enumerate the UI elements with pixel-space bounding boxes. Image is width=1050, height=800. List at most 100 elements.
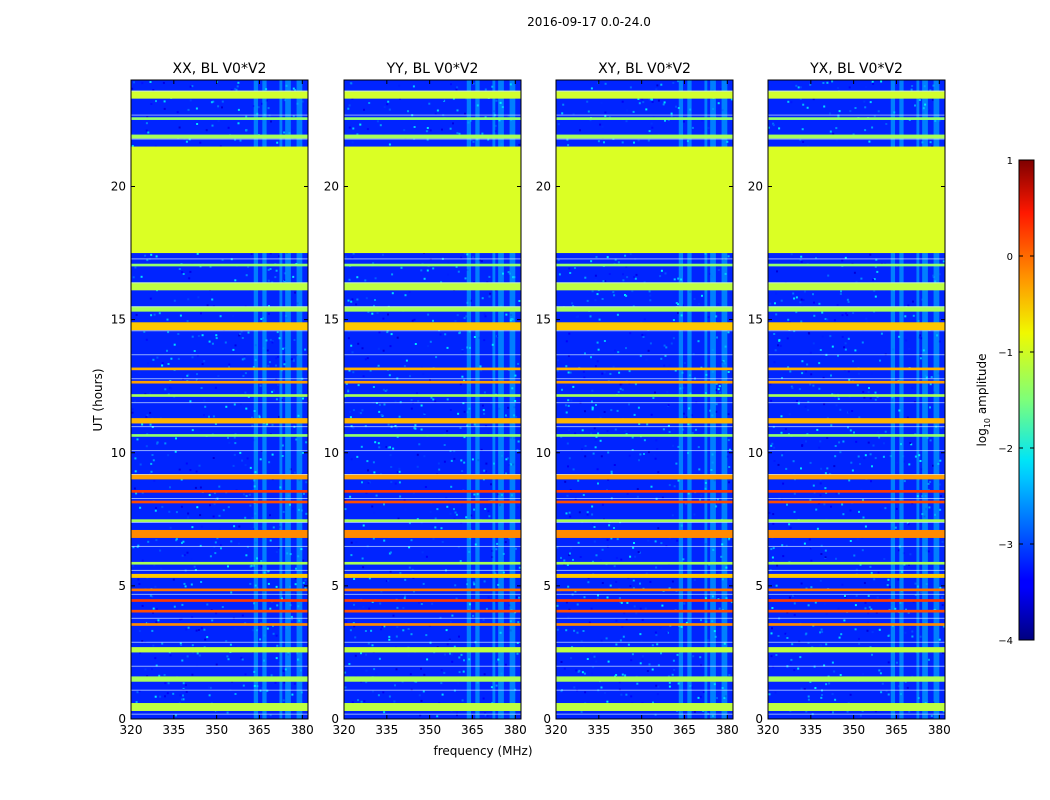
noise-cell <box>704 543 707 546</box>
noise-cell <box>195 629 198 632</box>
noise-cell <box>155 100 157 103</box>
noise-cell <box>871 653 873 656</box>
noise-cell <box>790 385 793 388</box>
gap-line <box>768 521 945 523</box>
noise-cell <box>286 552 289 555</box>
noise-cell <box>591 408 594 411</box>
rfi-band <box>768 599 945 602</box>
noise-cell <box>647 539 650 542</box>
noise-cell <box>843 346 846 349</box>
gap-line <box>344 138 521 140</box>
noise-cell <box>149 297 152 300</box>
noise-cell <box>360 700 363 703</box>
noise-cell <box>920 591 923 594</box>
noise-cell <box>823 403 826 406</box>
y-tick-label: 10 <box>111 446 126 460</box>
noise-cell <box>607 660 610 663</box>
noise-cell <box>638 551 641 554</box>
noise-cell <box>200 581 203 583</box>
noise-cell <box>299 453 302 456</box>
noise-cell <box>440 669 443 672</box>
noise-cell <box>272 632 275 635</box>
noise-cell <box>491 556 494 559</box>
gap-line <box>131 713 308 715</box>
noise-cell <box>155 255 158 258</box>
rfi-band <box>768 703 945 712</box>
noise-cell <box>152 89 155 91</box>
noise-cell <box>285 316 288 319</box>
noise-cell <box>672 659 675 662</box>
noise-cell <box>925 549 928 552</box>
noise-cell <box>298 619 301 622</box>
noise-cell <box>256 629 258 632</box>
noise-cell <box>505 414 508 417</box>
noise-cell <box>392 614 395 617</box>
noise-cell <box>355 303 358 306</box>
noise-cell <box>241 459 244 462</box>
noise-cell <box>786 637 789 639</box>
noise-cell <box>367 311 370 313</box>
noise-cell <box>620 601 623 604</box>
noise-cell <box>368 607 371 610</box>
noise-cell <box>403 597 406 600</box>
noise-cell <box>910 443 913 446</box>
noise-cell <box>416 453 419 456</box>
noise-cell <box>920 349 923 352</box>
noise-cell <box>641 655 644 658</box>
noise-cell <box>807 332 810 335</box>
noise-cell <box>258 414 261 417</box>
noise-cell <box>185 462 188 465</box>
noise-cell <box>289 604 292 607</box>
noise-cell <box>770 632 773 635</box>
noise-cell <box>919 635 922 638</box>
noise-cell <box>798 388 801 391</box>
x-tick-label: 335 <box>799 723 822 737</box>
noise-cell <box>704 392 707 395</box>
noise-cell <box>630 659 633 662</box>
noise-cell <box>798 640 801 643</box>
noise-cell <box>618 681 621 684</box>
noise-cell <box>558 273 561 276</box>
noise-cell <box>196 123 199 125</box>
noise-cell <box>156 442 159 445</box>
noise-cell <box>688 681 691 684</box>
noise-cell <box>261 317 264 319</box>
noise-cell <box>603 340 606 342</box>
noise-cell <box>927 550 930 553</box>
noise-cell <box>877 571 880 574</box>
noise-cell <box>613 527 615 529</box>
noise-cell <box>854 628 857 631</box>
noise-cell <box>245 129 248 131</box>
noise-cell <box>234 279 237 282</box>
noise-cell <box>881 682 884 685</box>
noise-cell <box>468 330 471 333</box>
noise-cell <box>634 383 637 386</box>
noise-cell <box>386 103 389 106</box>
noise-cell <box>608 524 611 527</box>
noise-cell <box>378 446 381 449</box>
noise-cell <box>203 360 206 363</box>
noise-cell <box>929 89 932 92</box>
noise-cell <box>297 414 300 417</box>
noise-cell <box>883 442 885 445</box>
noise-cell <box>647 349 650 352</box>
gap-line <box>344 689 521 691</box>
noise-cell <box>269 252 272 255</box>
noise-cell <box>371 644 374 647</box>
noise-cell <box>772 122 775 125</box>
noise-cell <box>595 554 598 557</box>
noise-cell <box>509 83 512 86</box>
noise-cell <box>505 472 508 475</box>
noise-cell <box>191 429 194 432</box>
noise-cell <box>908 710 911 713</box>
noise-cell <box>656 84 659 87</box>
noise-cell <box>878 669 881 672</box>
gap-line <box>768 402 945 404</box>
noise-cell <box>636 495 639 498</box>
noise-cell <box>724 695 727 698</box>
noise-cell <box>646 423 649 426</box>
noise-cell <box>138 371 141 374</box>
noise-cell <box>637 551 640 553</box>
noise-cell <box>385 446 388 448</box>
noise-cell <box>576 631 579 634</box>
